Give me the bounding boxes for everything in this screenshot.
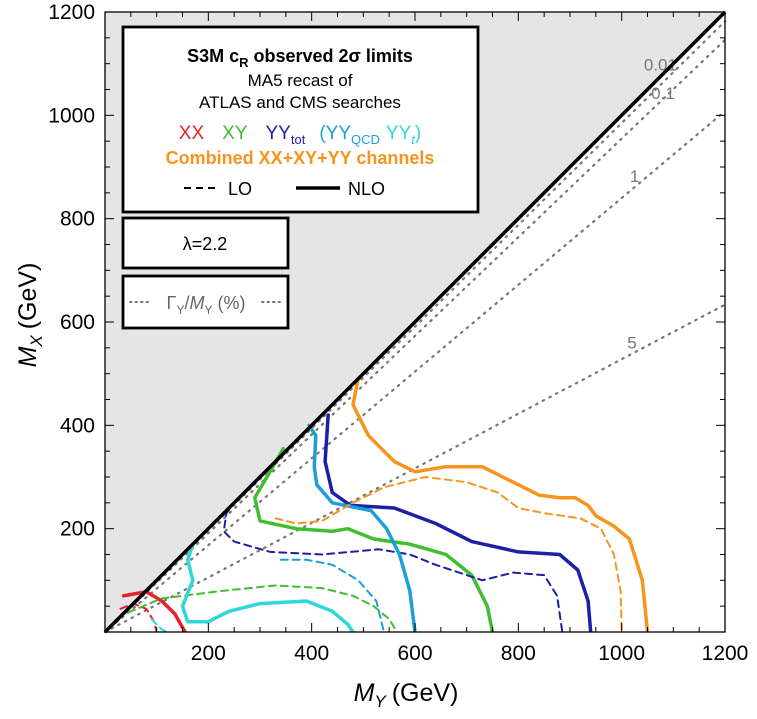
y-tick-label: 200: [60, 518, 95, 541]
y-tick-label: 1200: [48, 1, 95, 24]
lambda-box: λ=2.2: [121, 216, 290, 270]
legend-paren-open: (: [319, 123, 326, 144]
width-legend-frame: [121, 274, 290, 330]
y-axis-unit: (GeV): [14, 263, 42, 330]
x-tick-label: 600: [397, 642, 432, 665]
x-tick-label: 1200: [702, 642, 749, 665]
legend-title: S3M cR observed 2σ limits: [187, 46, 413, 70]
width-line: [103, 38, 727, 634]
series-xy-lo: [127, 584, 398, 632]
series-yytot-lo: [222, 499, 564, 632]
legend-yyt-sub: t: [411, 132, 416, 147]
x-tick-label: 800: [501, 642, 536, 665]
x-axis-title: MY (GeV): [354, 679, 459, 711]
legend-xx: XX: [179, 123, 205, 144]
x-tick-label: 400: [294, 642, 329, 665]
width-line-label: 1: [630, 167, 639, 186]
y-tick-label: 1000: [48, 104, 95, 127]
width-legend-label: ΓY/MY (%): [167, 293, 246, 317]
series-group: [119, 377, 650, 632]
width-legend-pct: (%): [212, 293, 245, 313]
series-yyqcd-lo: [279, 558, 385, 632]
series-combined-nlo: [351, 377, 650, 632]
legend-paren-close: ): [415, 123, 421, 144]
y-axis-sub: X: [27, 335, 46, 348]
legend-title-sub: R: [239, 55, 249, 70]
legend-yytot-sub: tot: [291, 132, 306, 147]
legend-yyqcd: YY: [326, 123, 352, 144]
series-xx-lo: [119, 602, 158, 632]
legend-nlo: NLO: [348, 179, 385, 199]
width-legend-sub1: Y: [176, 303, 184, 317]
series-yytot-nlo: [323, 413, 593, 632]
width-legend-slash: /: [184, 293, 189, 313]
width-line-label: 0.1: [651, 84, 675, 103]
width-line: [103, 110, 727, 634]
legend-title-rest: observed 2σ limits: [249, 46, 413, 66]
series-combined-lo: [274, 476, 623, 632]
y-tick-label: 400: [60, 414, 95, 437]
legend-lo: LO: [228, 179, 252, 199]
series-yyt-nlo: [180, 542, 355, 632]
series-xx-nlo: [121, 589, 187, 632]
width-legend-gamma: Γ: [167, 293, 177, 313]
x-axis-var: M: [354, 679, 375, 707]
y-axis-title: MX (GeV): [14, 263, 46, 368]
width-legend-sub2: Y: [204, 303, 212, 317]
legend-yyqcd-sub: QCD: [351, 132, 380, 147]
x-axis-sub: Y: [374, 692, 387, 711]
legend-title-main: S3M c: [187, 46, 239, 66]
series-xy-nlo: [253, 446, 495, 632]
x-tick-label: 1000: [598, 642, 645, 665]
legend-line2: MA5 recast of: [248, 71, 353, 90]
x-tick-label: 200: [191, 642, 226, 665]
legend-channels: XX XY YYtot (YYQCD YYt): [179, 123, 421, 147]
legend: S3M cR observed 2σ limits MA5 recast of …: [121, 25, 480, 214]
legend-xy: XY: [222, 123, 248, 144]
series-yyqcd-nlo: [307, 423, 417, 632]
width-legend: ΓY/MY (%): [121, 274, 290, 330]
legend-line3: ATLAS and CMS searches: [199, 93, 401, 112]
legend-yyt: YY: [386, 123, 412, 144]
legend-yytot: YY: [266, 123, 292, 144]
series-yyt-lo: [150, 618, 168, 632]
lambda-label: λ=2.2: [183, 234, 228, 254]
legend-box: [121, 25, 480, 214]
width-line-label: 5: [627, 334, 636, 353]
diagonal-line: [103, 10, 727, 634]
width-line: [103, 303, 727, 634]
y-axis-var: M: [14, 346, 42, 367]
y-tick-label: 600: [60, 311, 95, 334]
lambda-frame: [121, 216, 290, 270]
width-legend-m: M: [189, 293, 204, 313]
legend-combined: Combined XX+XY+YY channels: [166, 148, 435, 168]
y-tick-label: 800: [60, 208, 95, 231]
x-axis-unit: (GeV): [392, 679, 459, 707]
